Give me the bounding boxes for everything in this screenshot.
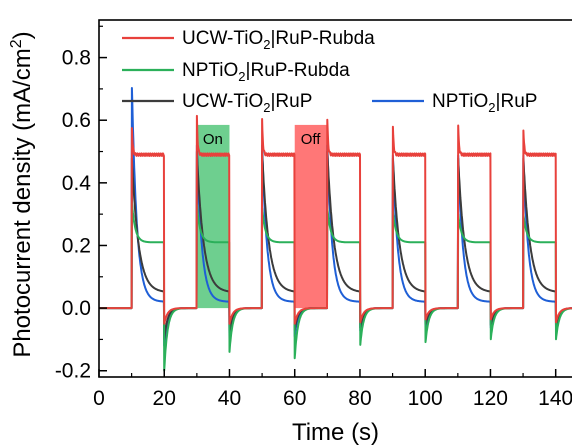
y-tick-label: 0.0	[62, 297, 91, 320]
x-tick-label: 120	[473, 387, 508, 410]
x-tick-label: 20	[153, 387, 176, 410]
legend-label-1: NPTiO2|RuP-Rubda	[182, 60, 350, 84]
legend-label-0: UCW-TiO2|RuP-Rubda	[182, 28, 375, 52]
y-axis-title-tail: )	[9, 31, 36, 39]
series-layer	[98, 87, 572, 372]
y-axis-title: Photocurrent density (mA/cm2)	[8, 31, 36, 357]
legend-label-3: NPTiO2|RuP	[432, 91, 537, 115]
x-tick-label: 60	[283, 387, 306, 410]
y-tick-label: 0.6	[62, 109, 91, 132]
x-tick-label: 0	[93, 387, 105, 410]
x-tick-label: 100	[408, 387, 443, 410]
y-tick-label: 0.8	[62, 47, 91, 70]
plot-frame	[98, 19, 572, 378]
y-axis-title-sup: 2	[8, 39, 25, 48]
x-tick-label: 40	[218, 387, 241, 410]
series-line-1	[98, 201, 572, 372]
x-tick-label: 140	[538, 387, 572, 410]
y-tick-label: -0.2	[55, 360, 91, 383]
y-tick-label: 0.2	[62, 234, 91, 257]
x-axis-title: Time (s)	[292, 419, 379, 445]
highlight-label-on: On	[203, 131, 223, 148]
series-line-3	[98, 87, 572, 347]
highlight-label-off: Off	[301, 131, 322, 148]
y-tick-label: 0.4	[62, 172, 92, 195]
x-tick-label: 80	[348, 387, 371, 410]
axis-ticks: 0 20 40 60 80 100 120 140 -0.2 0.0 0.2 0.4 0.6 0.8	[55, 25, 572, 410]
legend-label-2: UCW-TiO2|RuP	[182, 91, 312, 115]
highlight-off	[294, 124, 328, 309]
series-line-0	[98, 114, 572, 325]
legend: UCW-TiO2|RuP-Rubda NPTiO2|RuP-Rubda UCW-Ti…	[122, 28, 537, 115]
y-axis-title-main: Photocurrent density (mA/cm	[9, 48, 36, 357]
